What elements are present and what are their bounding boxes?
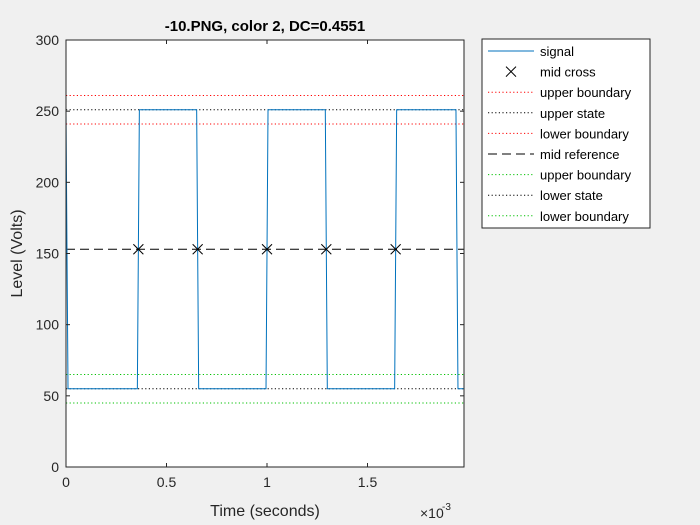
mid-cross-marker	[192, 243, 204, 255]
legend-label: lower boundary	[540, 209, 629, 224]
mid-cross-marker	[390, 243, 402, 255]
x-exponent-power: -3	[442, 502, 451, 513]
x-axis-label: Time (seconds)	[210, 503, 320, 520]
legend-item-mid-reference: mid reference	[488, 147, 619, 162]
legend-label: upper boundary	[540, 85, 632, 100]
x-exponent-base: ×10	[420, 505, 444, 521]
legend-item-lower-boundary: lower boundary	[488, 126, 629, 141]
chart-title: -10.PNG, color 2, DC=0.4551	[165, 18, 366, 35]
y-tick-label: 0	[51, 459, 59, 475]
y-axis-label: Level (Volts)	[9, 209, 26, 297]
x-tick-label: 1	[263, 474, 271, 490]
legend-label: upper state	[540, 106, 605, 121]
legend: signal mid cross upper boundary upper state…	[481, 38, 651, 229]
legend-label: lower boundary	[540, 126, 629, 141]
legend-swatch	[505, 66, 517, 77]
x-tick-label: 1.5	[358, 474, 378, 490]
y-tick-label: 250	[36, 103, 60, 119]
legend-label: lower state	[540, 188, 603, 203]
legend-label: upper boundary	[540, 168, 632, 183]
x-tick-label: 0.5	[157, 474, 177, 490]
legend-item-lower-state: lower state	[488, 188, 603, 203]
legend-label: mid cross	[540, 65, 596, 80]
mid-cross-marker	[320, 243, 332, 255]
y-tick-label: 100	[36, 317, 60, 333]
legend-label: mid reference	[540, 147, 619, 162]
legend-item-upper-boundary: upper boundary	[488, 85, 632, 100]
legend-item-mid-cross: mid cross	[505, 65, 596, 80]
legend-item-upper-state: upper state	[488, 106, 605, 121]
y-tick-label: 150	[36, 246, 60, 262]
legend-label: signal	[540, 44, 574, 59]
legend-item-upper-boundary: upper boundary	[488, 168, 632, 183]
legend-item-signal: signal	[488, 44, 574, 59]
y-tick-label: 50	[43, 388, 59, 404]
series-line-signal	[65, 109, 464, 390]
plot-area	[66, 40, 464, 467]
mid-cross-marker	[133, 243, 144, 255]
mid-cross-marker	[261, 243, 273, 255]
y-tick-label: 200	[36, 174, 60, 190]
legend-item-lower-boundary: lower boundary	[488, 209, 629, 224]
x-tick-label: 0	[62, 474, 70, 490]
y-tick-label: 300	[36, 32, 60, 48]
